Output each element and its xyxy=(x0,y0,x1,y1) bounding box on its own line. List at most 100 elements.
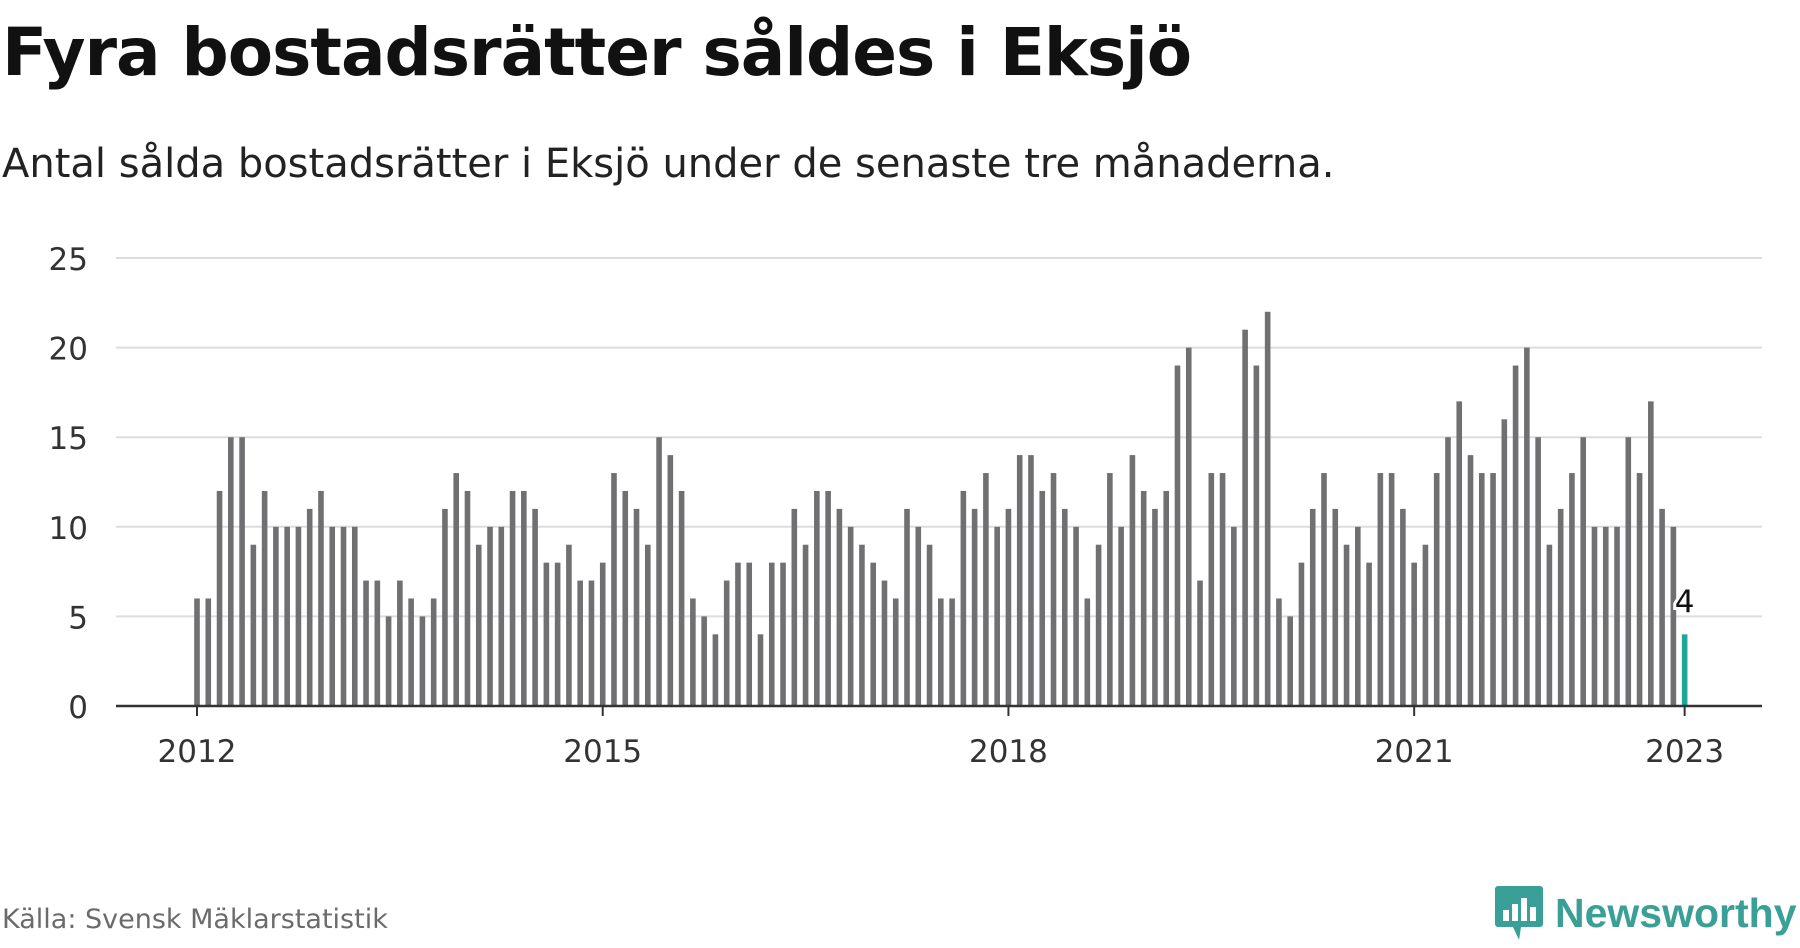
bar xyxy=(1185,347,1192,706)
bar xyxy=(1321,473,1327,706)
bar xyxy=(1107,473,1113,706)
bar xyxy=(1140,490,1147,706)
bar xyxy=(566,544,572,706)
bar xyxy=(1388,473,1395,706)
bar xyxy=(1557,508,1564,706)
bar xyxy=(1073,526,1079,706)
bar xyxy=(1242,329,1248,706)
bar xyxy=(487,526,493,706)
bar xyxy=(971,508,978,706)
y-axis-labels: 0 5 10 15 20 25 xyxy=(49,242,88,726)
bar xyxy=(430,598,437,706)
bar xyxy=(1005,508,1012,706)
bar xyxy=(1546,544,1553,706)
bar xyxy=(1287,616,1293,706)
bar xyxy=(881,580,888,706)
brand-name: Newsworthy xyxy=(1555,890,1797,936)
bar xyxy=(1433,473,1440,706)
bar xyxy=(1602,526,1609,706)
bar xyxy=(554,562,561,706)
bar xyxy=(228,437,234,706)
bar xyxy=(1648,401,1654,706)
bar xyxy=(1456,401,1463,706)
bar xyxy=(397,580,403,706)
bar xyxy=(757,634,764,706)
x-tick-label: 2021 xyxy=(1375,734,1454,770)
bar xyxy=(1309,508,1316,706)
bar xyxy=(1478,473,1485,706)
bar xyxy=(1400,508,1406,706)
bar xyxy=(926,544,933,706)
x-axis-labels: 2012 2015 2018 2021 2023 xyxy=(158,734,1725,770)
highlight-value-label: 4 xyxy=(1675,584,1695,620)
bar xyxy=(1591,526,1598,706)
y-tick-label: 0 xyxy=(68,690,88,726)
bar xyxy=(678,490,685,706)
bar xyxy=(746,562,753,706)
bar xyxy=(1050,473,1057,706)
annotations: 4 xyxy=(1672,581,1698,623)
bar xyxy=(351,526,358,706)
bar xyxy=(701,616,707,706)
bar xyxy=(453,473,460,706)
bar xyxy=(374,580,381,706)
bar xyxy=(295,526,302,706)
bar xyxy=(1061,508,1068,706)
bar xyxy=(250,544,257,706)
bar xyxy=(408,598,414,706)
bar xyxy=(1264,311,1271,706)
bar xyxy=(1174,365,1181,706)
x-tick-label: 2018 xyxy=(969,734,1048,770)
bar xyxy=(645,544,651,706)
bar xyxy=(1231,526,1237,706)
bar xyxy=(261,490,268,706)
bar xyxy=(1219,473,1226,706)
bar xyxy=(802,544,809,706)
bar xyxy=(1501,419,1508,706)
bar xyxy=(960,490,967,706)
bar xyxy=(1535,437,1541,706)
x-tick-label: 2015 xyxy=(563,734,642,770)
bar xyxy=(859,544,865,706)
bar xyxy=(419,616,426,706)
bar xyxy=(1152,508,1158,706)
bar xyxy=(1028,455,1034,706)
bar xyxy=(239,437,245,706)
bar xyxy=(994,526,1000,706)
x-tick-label: 2023 xyxy=(1645,734,1724,770)
bar xyxy=(1129,455,1136,706)
bar xyxy=(870,562,876,706)
bar xyxy=(1512,365,1519,706)
bar xyxy=(216,490,223,706)
bar xyxy=(340,526,347,706)
bar xyxy=(768,562,775,706)
chart-title: Fyra bostadsrätter såldes i Eksjö xyxy=(2,14,1192,91)
bar xyxy=(904,508,910,706)
bar xyxy=(656,437,662,706)
bar xyxy=(1614,526,1620,706)
bar xyxy=(1422,544,1429,706)
bar xyxy=(1670,526,1677,706)
bar xyxy=(712,634,719,706)
newsworthy-logo: Newsworthy xyxy=(1495,886,1797,940)
bar xyxy=(1636,473,1643,706)
bar xyxy=(318,490,324,706)
chart-subtitle: Antal sålda bostadsrätter i Eksjö under … xyxy=(2,141,1335,187)
bar xyxy=(1490,473,1496,706)
bar xyxy=(1118,526,1124,706)
bar xyxy=(588,580,595,706)
bar xyxy=(847,526,854,706)
bar-highlight xyxy=(1681,634,1688,706)
bar xyxy=(622,490,629,706)
bar xyxy=(690,598,696,706)
bar xyxy=(509,490,516,706)
bar xyxy=(599,562,606,706)
bar xyxy=(1163,490,1170,706)
bar xyxy=(1366,562,1372,706)
bar xyxy=(949,598,955,706)
bar xyxy=(667,455,674,706)
bar xyxy=(1659,508,1665,706)
bar xyxy=(284,526,290,706)
bar xyxy=(1343,544,1350,706)
y-tick-label: 15 xyxy=(49,421,88,457)
